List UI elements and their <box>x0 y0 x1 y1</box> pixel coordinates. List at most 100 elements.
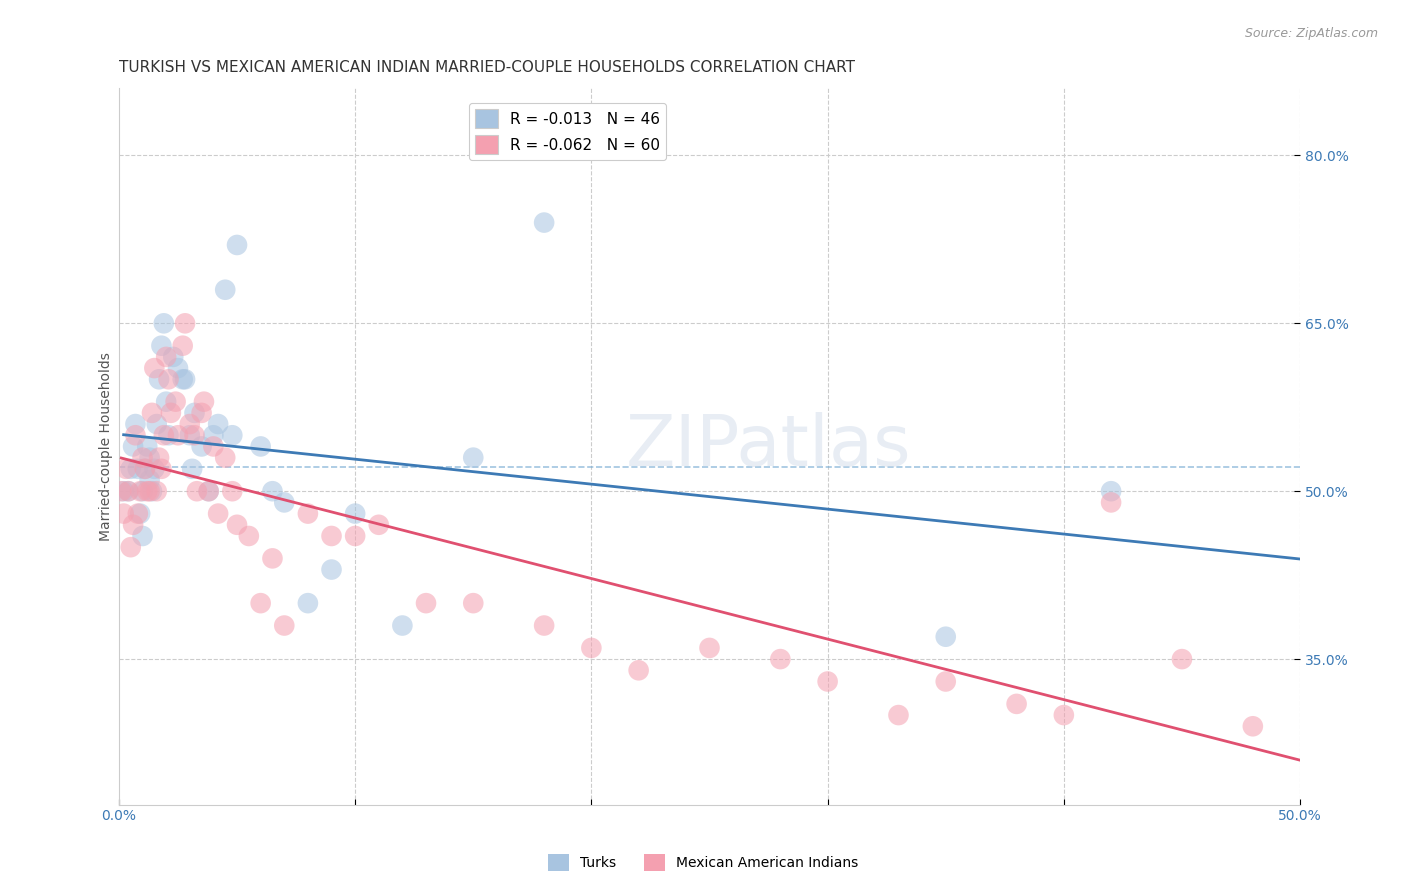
Point <box>150 339 173 353</box>
Point <box>207 507 229 521</box>
Text: TURKISH VS MEXICAN AMERICAN INDIAN MARRIED-COUPLE HOUSEHOLDS CORRELATION CHART: TURKISH VS MEXICAN AMERICAN INDIAN MARRI… <box>120 60 855 75</box>
Point <box>122 517 145 532</box>
Point <box>214 283 236 297</box>
Point <box>127 462 149 476</box>
Point <box>131 484 153 499</box>
Point <box>769 652 792 666</box>
Point <box>321 563 343 577</box>
Point <box>214 450 236 465</box>
Point <box>1005 697 1028 711</box>
Point <box>226 517 249 532</box>
Point <box>138 473 160 487</box>
Point <box>190 406 212 420</box>
Point <box>344 529 367 543</box>
Point <box>167 428 190 442</box>
Point <box>273 618 295 632</box>
Point <box>935 674 957 689</box>
Point <box>141 484 163 499</box>
Point <box>273 495 295 509</box>
Point <box>129 507 152 521</box>
Point <box>174 316 197 330</box>
Point <box>112 484 135 499</box>
Point <box>249 439 271 453</box>
Point <box>153 316 176 330</box>
Point <box>186 484 208 499</box>
Point <box>134 462 156 476</box>
Point <box>127 507 149 521</box>
Point <box>124 417 146 431</box>
Point <box>157 428 180 442</box>
Point <box>226 238 249 252</box>
Point <box>141 406 163 420</box>
Point <box>1171 652 1194 666</box>
Point <box>155 350 177 364</box>
Point <box>321 529 343 543</box>
Point <box>817 674 839 689</box>
Point <box>172 372 194 386</box>
Point <box>262 551 284 566</box>
Point <box>221 428 243 442</box>
Point <box>415 596 437 610</box>
Point <box>1241 719 1264 733</box>
Point <box>581 640 603 655</box>
Point <box>391 618 413 632</box>
Point <box>197 484 219 499</box>
Text: ZIPatlas: ZIPatlas <box>626 412 911 481</box>
Point <box>162 350 184 364</box>
Point <box>238 529 260 543</box>
Point <box>221 484 243 499</box>
Point <box>190 439 212 453</box>
Point <box>143 361 166 376</box>
Text: Source: ZipAtlas.com: Source: ZipAtlas.com <box>1244 27 1378 40</box>
Point <box>202 439 225 453</box>
Point <box>1053 708 1076 723</box>
Point <box>134 462 156 476</box>
Point <box>143 462 166 476</box>
Point <box>120 540 142 554</box>
Point <box>1099 495 1122 509</box>
Point <box>124 428 146 442</box>
Point <box>145 484 167 499</box>
Point <box>297 507 319 521</box>
Point <box>172 339 194 353</box>
Point <box>197 484 219 499</box>
Point <box>145 417 167 431</box>
Point <box>533 216 555 230</box>
Point <box>202 428 225 442</box>
Point <box>129 484 152 499</box>
Point <box>120 462 142 476</box>
Point <box>138 484 160 499</box>
Point <box>193 394 215 409</box>
Point <box>136 484 159 499</box>
Point <box>179 417 201 431</box>
Point <box>249 596 271 610</box>
Legend: R = -0.013   N = 46, R = -0.062   N = 60: R = -0.013 N = 46, R = -0.062 N = 60 <box>470 103 666 161</box>
Point <box>463 450 485 465</box>
Point <box>138 450 160 465</box>
Point <box>153 428 176 442</box>
Point <box>115 462 138 476</box>
Point <box>155 394 177 409</box>
Point <box>297 596 319 610</box>
Point <box>110 484 132 499</box>
Point <box>344 507 367 521</box>
Point <box>1099 484 1122 499</box>
Point <box>160 406 183 420</box>
Point <box>183 428 205 442</box>
Point <box>157 372 180 386</box>
Point <box>174 372 197 386</box>
Point <box>148 372 170 386</box>
Point <box>463 596 485 610</box>
Point <box>183 406 205 420</box>
Point <box>179 428 201 442</box>
Point <box>627 663 650 677</box>
Point <box>367 517 389 532</box>
Point <box>262 484 284 499</box>
Legend: Turks, Mexican American Indians: Turks, Mexican American Indians <box>543 848 863 876</box>
Point <box>148 450 170 465</box>
Point <box>533 618 555 632</box>
Point <box>122 439 145 453</box>
Point <box>699 640 721 655</box>
Point <box>131 529 153 543</box>
Point <box>136 439 159 453</box>
